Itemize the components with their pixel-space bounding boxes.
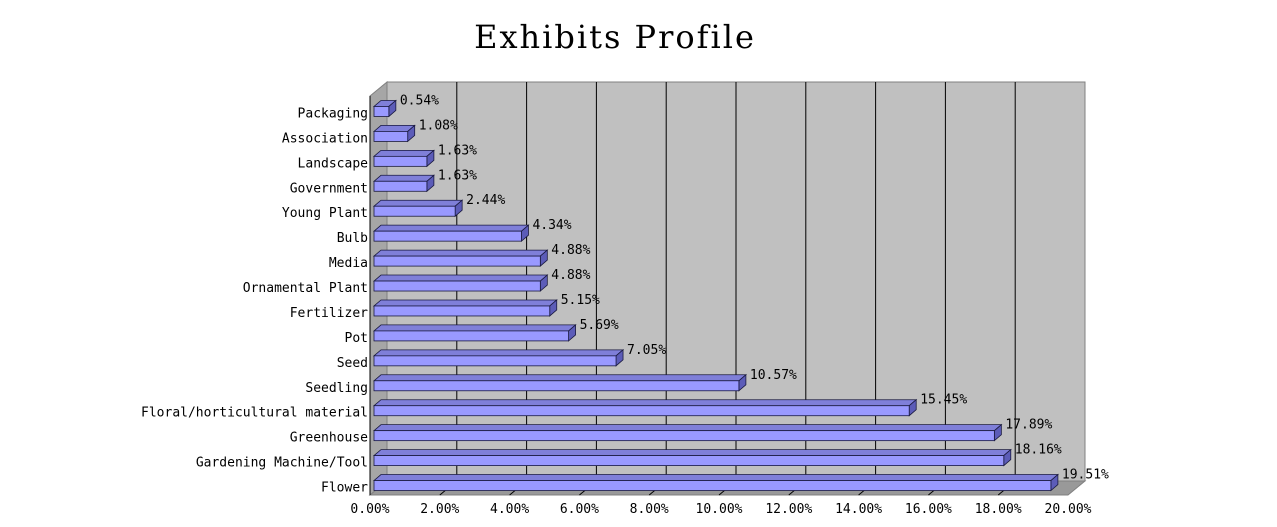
bar-front bbox=[373, 330, 569, 342]
category-label: Flower bbox=[321, 481, 368, 496]
bar-top bbox=[372, 399, 918, 407]
category-label: Floral/horticultural material bbox=[141, 406, 368, 421]
category-label: Young Plant bbox=[282, 206, 368, 221]
bar-series bbox=[372, 99, 1059, 492]
bar-front bbox=[373, 480, 1052, 491]
bar-top bbox=[372, 174, 435, 182]
bar bbox=[372, 274, 549, 292]
category-label: Greenhouse bbox=[290, 431, 368, 446]
tick-label: 10.00% bbox=[696, 502, 743, 517]
data-label: 7.05% bbox=[627, 343, 666, 358]
bar bbox=[372, 99, 397, 118]
bar-front bbox=[373, 205, 456, 217]
bar-top bbox=[372, 224, 530, 232]
bar-top bbox=[372, 424, 1003, 432]
category-label: Bulb bbox=[337, 231, 368, 246]
data-label: 10.57% bbox=[750, 368, 797, 383]
value-axis: 0.00% 2.00% 4.00% 6.00% 8.00% 10.00% 12.00% 14.… bbox=[350, 502, 1091, 517]
bar bbox=[372, 473, 1059, 492]
bar-front bbox=[373, 106, 390, 117]
bar bbox=[372, 423, 1003, 442]
data-label: 0.54% bbox=[400, 93, 439, 108]
data-labels: 0.54% 1.08% 1.63% 1.63% 2.44% 4.34% 4.88% 4.88%… bbox=[400, 93, 1109, 482]
bar-front bbox=[373, 255, 541, 267]
bar-front bbox=[373, 155, 428, 167]
category-label: Fertilizer bbox=[290, 306, 368, 321]
bar-top bbox=[372, 374, 747, 382]
category-label: Packaging bbox=[298, 106, 368, 121]
bar-top bbox=[372, 274, 549, 282]
bar-front bbox=[373, 380, 740, 392]
bar-front bbox=[373, 180, 428, 192]
bar-top bbox=[372, 249, 549, 257]
bar-front bbox=[373, 280, 541, 292]
bar-front bbox=[373, 455, 1005, 466]
bar-top bbox=[372, 474, 1059, 481]
data-label: 18.16% bbox=[1015, 443, 1062, 458]
bar-front bbox=[373, 355, 617, 367]
data-label: 4.34% bbox=[532, 218, 571, 233]
tick-label: 18.00% bbox=[975, 502, 1022, 517]
bar bbox=[372, 199, 464, 218]
bar-top bbox=[372, 199, 464, 207]
bar bbox=[372, 348, 625, 367]
tick-label: 14.00% bbox=[835, 502, 882, 517]
data-label: 19.51% bbox=[1062, 468, 1109, 483]
data-label: 15.45% bbox=[920, 393, 967, 408]
bar-top bbox=[372, 299, 558, 307]
bar-front bbox=[373, 131, 409, 142]
category-axis: Packaging Association Landscape Government Y… bbox=[141, 96, 371, 496]
bar-top bbox=[372, 449, 1012, 456]
bar-front bbox=[373, 230, 522, 242]
bar bbox=[372, 224, 530, 243]
category-label: Ornamental Plant bbox=[243, 281, 368, 296]
tick-label: 12.00% bbox=[765, 502, 812, 517]
tick-label: 2.00% bbox=[420, 502, 459, 517]
bar bbox=[372, 373, 747, 392]
category-label: Gardening Machine/Tool bbox=[196, 456, 368, 471]
data-label: 2.44% bbox=[466, 193, 505, 208]
bar-top bbox=[372, 324, 577, 332]
data-label: 4.88% bbox=[551, 268, 590, 283]
bar bbox=[372, 299, 558, 317]
bar-top bbox=[372, 349, 625, 357]
data-label: 1.63% bbox=[438, 168, 477, 183]
category-label: Government bbox=[290, 181, 368, 196]
bar bbox=[372, 149, 435, 168]
bar-top bbox=[372, 149, 435, 157]
category-label: Landscape bbox=[298, 156, 369, 171]
category-label: Seed bbox=[337, 356, 368, 371]
bar-front bbox=[373, 305, 551, 317]
data-label: 4.88% bbox=[551, 243, 590, 258]
bar bbox=[372, 448, 1012, 467]
data-label: 5.69% bbox=[580, 318, 619, 333]
tick-label: 0.00% bbox=[350, 502, 389, 517]
tick-label: 4.00% bbox=[490, 502, 529, 517]
category-label: Media bbox=[329, 256, 368, 271]
bar bbox=[372, 249, 549, 267]
chart-title: Exhibits Profile bbox=[474, 18, 756, 56]
tick-label: 6.00% bbox=[560, 502, 599, 517]
data-label: 1.63% bbox=[438, 143, 477, 158]
bar bbox=[372, 124, 416, 143]
category-label: Pot bbox=[345, 331, 368, 346]
data-label: 17.89% bbox=[1005, 418, 1052, 433]
tick-label: 8.00% bbox=[630, 502, 669, 517]
bar bbox=[372, 324, 577, 342]
category-label: Association bbox=[282, 131, 368, 146]
bar bbox=[372, 398, 918, 417]
data-label: 1.08% bbox=[419, 118, 458, 133]
bar-front bbox=[373, 430, 995, 442]
tick-label: 16.00% bbox=[905, 502, 952, 517]
category-label: Seedling bbox=[305, 381, 368, 396]
data-label: 5.15% bbox=[561, 293, 600, 308]
bar-front bbox=[373, 405, 910, 417]
tick-label: 20.00% bbox=[1045, 502, 1092, 517]
bar bbox=[372, 174, 435, 193]
